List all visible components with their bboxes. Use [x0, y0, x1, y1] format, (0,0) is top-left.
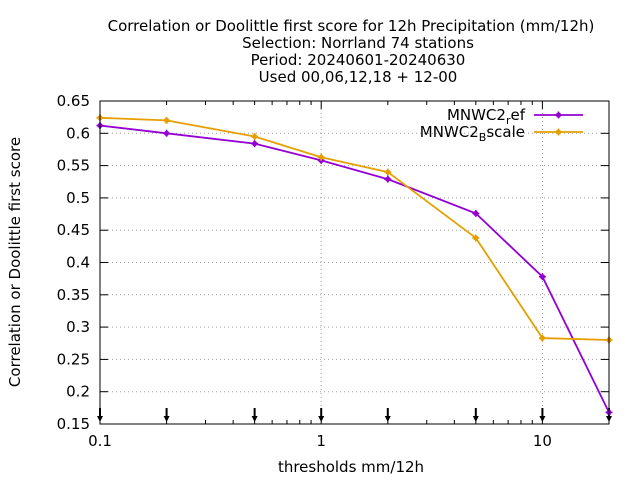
point-cross	[472, 234, 480, 242]
arrow-marker	[318, 408, 325, 422]
arrow-marker	[251, 408, 258, 422]
arrow-head	[318, 416, 325, 422]
y-tick-label: 0.3	[66, 318, 90, 336]
series-line	[99, 116, 610, 341]
series-point	[251, 140, 259, 148]
arrow-markers	[97, 408, 612, 422]
series-point	[163, 116, 171, 124]
point-cross	[538, 334, 546, 342]
y-tick-label: 0.45	[57, 221, 90, 239]
point-cross	[163, 129, 171, 137]
arrow-head	[472, 416, 479, 422]
legend-marker-cross	[555, 128, 562, 136]
grid	[100, 101, 609, 424]
arrow-head	[539, 416, 546, 422]
point-cross	[472, 209, 480, 217]
series-line	[99, 124, 610, 413]
chart-title-line-4: Used 00,06,12,18 + 12-00	[259, 68, 458, 86]
y-tick-label: 0.6	[66, 124, 90, 142]
y-axis-label: Correlation or Doolittle first score	[6, 137, 24, 387]
series-layer	[96, 114, 613, 416]
series-1	[96, 114, 613, 344]
series-point	[472, 209, 480, 217]
x-tick-label: 10	[533, 432, 552, 450]
y-axis-ticks: 0.15 0.2 0.25 0.3 0.35 0.4 0.45 0.5 0.55 0.6 0.65	[57, 92, 609, 433]
chart-title: Correlation or Doolittle first score for…	[108, 17, 595, 86]
arrow-marker	[472, 408, 479, 422]
legend-entry-0: MNWC2ref	[447, 106, 583, 127]
x-axis-ticks: 0.1 1 10	[88, 101, 610, 450]
legend-entry-1: MNWC2Bscale	[420, 123, 583, 144]
arrow-marker	[539, 408, 546, 422]
legend-label: MNWC2ref	[447, 106, 526, 127]
point-cross	[163, 116, 171, 124]
series-point	[251, 133, 259, 141]
series-point	[538, 273, 546, 281]
arrow-head	[384, 416, 391, 422]
point-cross	[384, 168, 392, 176]
point-cross	[317, 153, 325, 161]
point-cross	[538, 273, 546, 281]
plot-frame	[99, 100, 610, 425]
y-tick-label: 0.5	[66, 189, 90, 207]
arrow-marker	[384, 408, 391, 422]
legend-marker-cross	[555, 111, 562, 119]
series-point	[317, 153, 325, 161]
series-0	[96, 122, 613, 416]
x-axis-label: thresholds mm/12h	[278, 458, 424, 476]
point-cross	[384, 175, 392, 183]
y-tick-label: 0.4	[66, 254, 90, 272]
series-point	[384, 168, 392, 176]
chart-title-line-1: Correlation or Doolittle first score for…	[108, 17, 595, 35]
y-tick-label: 0.15	[57, 415, 90, 433]
arrow-head	[163, 416, 170, 422]
series-point	[384, 175, 392, 183]
point-cross	[251, 140, 259, 148]
arrow-head	[251, 416, 258, 422]
x-tick-label: 0.1	[88, 432, 112, 450]
point-cross	[251, 133, 259, 141]
series-point	[538, 334, 546, 342]
y-tick-label: 0.2	[66, 383, 90, 401]
y-tick-label: 0.25	[57, 350, 90, 368]
legend-label: MNWC2Bscale	[420, 123, 525, 144]
arrow-marker	[163, 408, 170, 422]
series-point	[472, 234, 480, 242]
y-tick-label: 0.65	[57, 92, 90, 110]
y-tick-label: 0.35	[57, 286, 90, 304]
y-tick-label: 0.55	[57, 157, 90, 175]
series-point	[163, 129, 171, 137]
chart-title-line-2: Selection: Norrland 74 stations	[242, 34, 474, 52]
x-tick-label: 1	[316, 432, 326, 450]
chart-title-line-3: Period: 20240601-20240630	[251, 51, 466, 69]
